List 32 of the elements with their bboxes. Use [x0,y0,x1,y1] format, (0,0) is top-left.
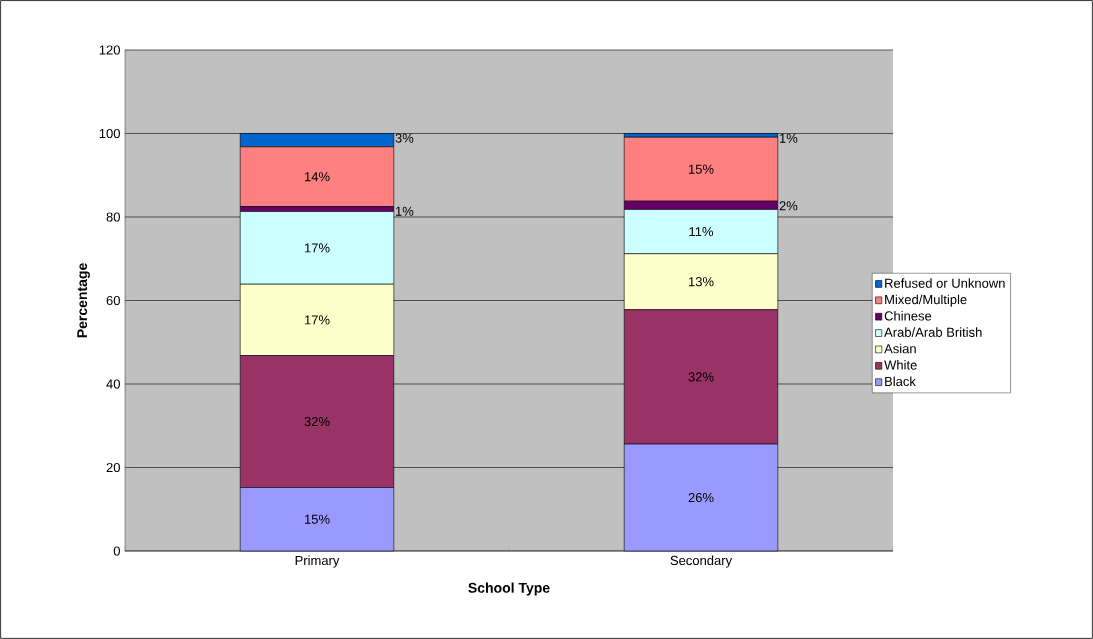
data-label: 1% [395,206,414,216]
data-label: 14% [304,172,330,182]
y-tick-label: 40 [106,379,120,389]
data-label: 15% [304,514,330,524]
data-label: 17% [304,243,330,253]
legend-label: Asian [884,343,916,354]
data-label: 15% [688,164,714,174]
x-tick-label: Secondary [670,555,733,568]
legend-label: Arab/Arab British [884,327,982,337]
y-tick-label: 80 [106,212,120,222]
data-label: 2% [779,201,798,211]
legend-label: Chinese [884,311,932,321]
y-tick-label: 20 [106,462,120,473]
data-label: 13% [688,277,714,287]
data-label: 1% [779,133,798,143]
legend-label: White [884,360,917,370]
legend-label: Refused or Unknown [885,278,1005,288]
legend-label: Black [885,376,916,387]
data-label: 32% [304,416,330,427]
legend-label: Mixed/Multiple [885,294,967,307]
y-tick-label: 120 [99,45,120,55]
y-tick-label: 100 [99,128,120,139]
y-axis-title: Percentage [77,263,90,338]
x-tick-label: Primary [295,555,340,568]
data-label: 32% [688,372,714,382]
data-label: 3% [395,133,414,143]
y-tick-label: 60 [106,295,120,306]
data-label: 11% [689,227,714,237]
data-label: 26% [688,492,714,503]
x-axis-title: School Type [468,582,550,596]
data-label: 17% [304,315,330,325]
y-tick-label: 0 [113,546,120,556]
